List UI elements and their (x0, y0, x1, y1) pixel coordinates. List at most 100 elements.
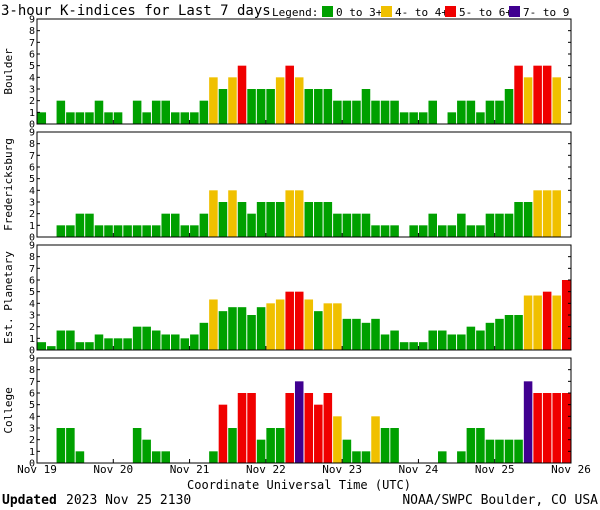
bar (47, 346, 56, 350)
bar (409, 112, 418, 124)
legend-label-4: 7- to 9 (523, 6, 569, 19)
bar (342, 439, 352, 463)
panel-label: Est. Planetary (2, 251, 15, 344)
bar (161, 100, 170, 124)
bar (56, 225, 66, 237)
bar (190, 225, 199, 237)
bar (266, 303, 275, 350)
bar (352, 100, 361, 124)
bar (552, 77, 561, 124)
bar (247, 89, 256, 124)
bar (266, 428, 275, 463)
bar (151, 100, 161, 124)
bar (161, 334, 170, 350)
bar (552, 295, 561, 350)
legend-label-3: 5- to 6+ (459, 6, 512, 19)
bar (323, 393, 333, 463)
bar (447, 225, 457, 237)
panel-background (37, 132, 571, 237)
bar (495, 213, 504, 237)
legend: 0 to 3+ 4- to 4+ 5- to 6+ 7- to 9 (322, 6, 569, 19)
bar (552, 190, 561, 237)
x-tick-label: Nov 24 (399, 463, 439, 476)
x-tick-label: Nov 20 (93, 463, 133, 476)
bar (371, 100, 380, 124)
y-tick-label: 2 (29, 435, 35, 446)
bar (361, 89, 371, 124)
bar (409, 225, 418, 237)
bar (333, 416, 342, 463)
bar (523, 381, 533, 463)
y-tick-label: 3 (29, 311, 35, 322)
y-tick-label: 5 (29, 400, 35, 411)
bar (171, 334, 180, 350)
bar (333, 100, 342, 124)
bar (142, 112, 151, 124)
bar (390, 225, 399, 237)
bar (380, 334, 390, 350)
bar (218, 311, 228, 350)
y-tick-label: 0 (29, 459, 35, 470)
y-tick-label: 9 (29, 128, 35, 139)
bar (94, 225, 104, 237)
bar (266, 202, 275, 237)
bar (542, 65, 552, 124)
bar (466, 326, 476, 350)
bar (495, 100, 504, 124)
panel-background (37, 19, 571, 124)
bar (523, 202, 533, 237)
bar (218, 404, 228, 463)
y-tick-label: 0 (29, 233, 35, 244)
bar (113, 112, 123, 124)
bar (151, 225, 161, 237)
bar (304, 393, 314, 463)
panel-frame (36, 244, 572, 351)
bar (371, 416, 380, 463)
bar (304, 89, 314, 124)
bar (399, 112, 409, 124)
bar (323, 89, 333, 124)
y-tick-label: 4 (29, 412, 35, 423)
bar (132, 100, 142, 124)
y-tick-label: 4 (29, 73, 35, 84)
y-tick-label: 9 (29, 354, 35, 365)
bar (504, 439, 514, 463)
bar (457, 100, 466, 124)
bar (390, 100, 399, 124)
bar (190, 334, 199, 350)
bar (361, 451, 371, 463)
bar (542, 393, 552, 463)
bar (285, 291, 294, 350)
panel-frame (36, 18, 572, 125)
bar (514, 65, 523, 124)
bar (151, 330, 161, 350)
bar (352, 451, 361, 463)
bar (514, 439, 523, 463)
x-tick-label: Nov 25 (475, 463, 515, 476)
bar (75, 112, 85, 124)
x-axis: Nov 19 Nov 20 Nov 21 Nov 22 Nov 23 Nov 24 Nov … (17, 463, 591, 476)
y-tick-label: 4 (29, 186, 35, 197)
bar (285, 393, 294, 463)
bar (56, 428, 66, 463)
y-tick-label: 9 (29, 15, 35, 26)
bar (428, 100, 437, 124)
y-tick-label: 1 (29, 221, 35, 232)
bar (314, 202, 323, 237)
bar (56, 330, 66, 350)
y-tick-label: 3 (29, 198, 35, 209)
y-tick-label: 3 (29, 424, 35, 435)
bar (294, 381, 304, 463)
bar (104, 338, 113, 350)
legend-swatch-3 (445, 6, 456, 17)
x-tick-label: Nov 19 (17, 463, 57, 476)
bar (247, 393, 256, 463)
y-tick-label: 5 (29, 61, 35, 72)
bar (180, 338, 190, 350)
bar (94, 100, 104, 124)
x-axis-label: Coordinate Universal Time (UTC) (187, 478, 411, 492)
y-tick-label: 7 (29, 151, 35, 162)
y-tick-label: 1 (29, 334, 35, 345)
bar (476, 225, 485, 237)
bar (85, 213, 94, 237)
